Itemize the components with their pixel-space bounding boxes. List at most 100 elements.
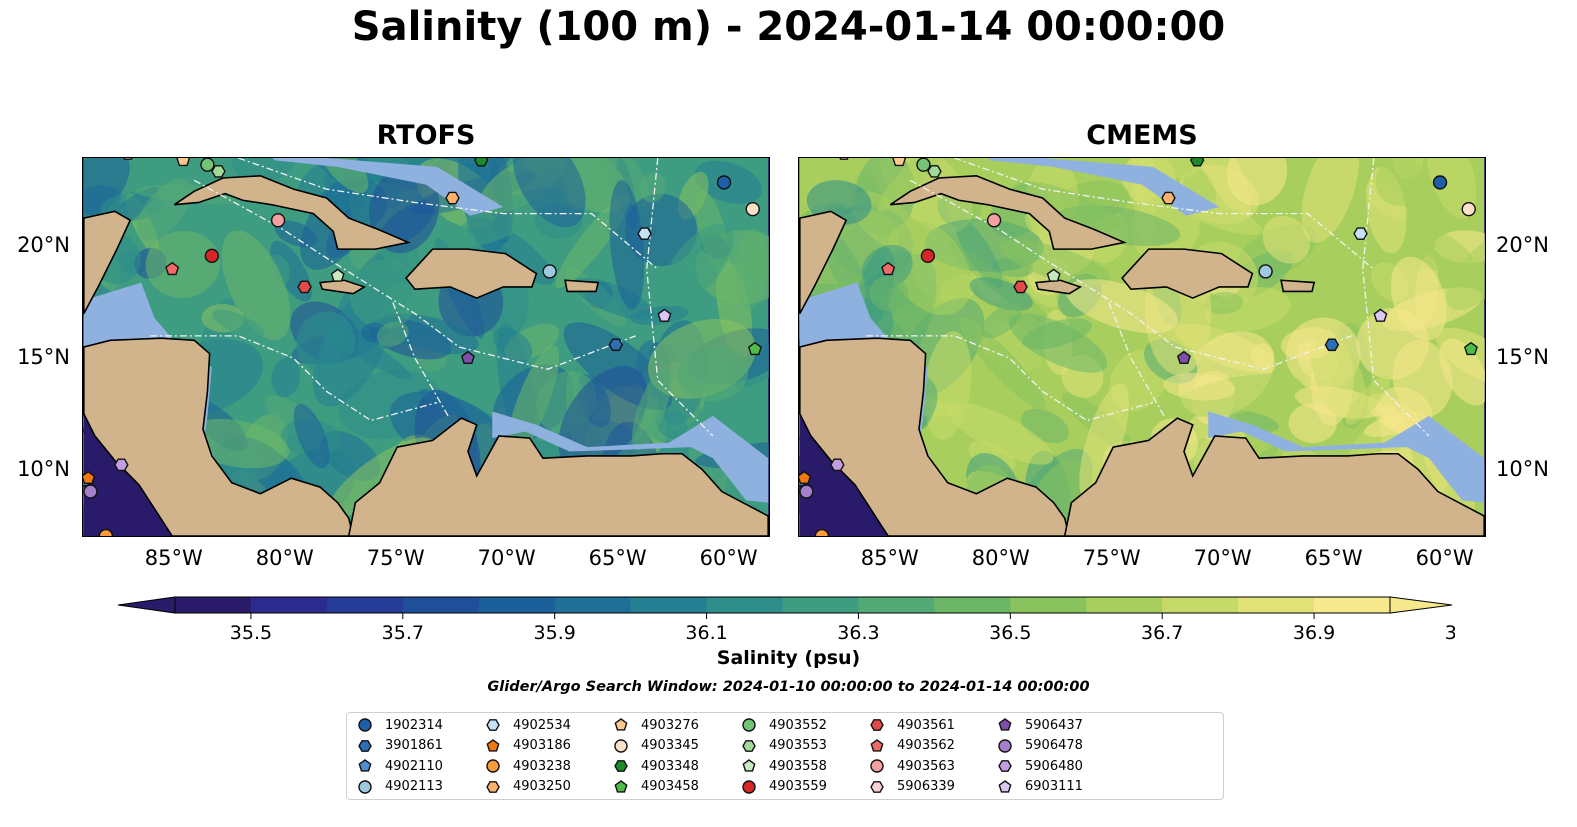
float-marker-4903458	[1463, 341, 1478, 356]
legend-marker-hexagon-icon	[998, 760, 1012, 772]
legend-label: 5906437	[1025, 717, 1083, 733]
legend-item: 4902110	[357, 758, 443, 774]
legend-item: 5906437	[997, 717, 1083, 733]
x-tick-label: 75°W	[1082, 546, 1141, 570]
float-marker-4903561	[1013, 280, 1028, 294]
float-marker-4903186	[799, 470, 812, 485]
colorbar-tick-label: 35.9	[534, 622, 576, 644]
float-marker-4903553	[927, 165, 942, 178]
legend-item: 4903552	[741, 717, 827, 733]
legend-label: 4903186	[513, 738, 571, 753]
legend-item: 4903558	[741, 758, 827, 774]
legend-marker	[486, 719, 500, 731]
float-marker-4903561	[297, 280, 312, 294]
legend-marker	[742, 718, 756, 732]
legend-marker	[614, 718, 628, 731]
x-tick-label: 60°W	[699, 546, 758, 570]
float-marker-5906437	[460, 350, 475, 365]
float-marker-4903345	[1461, 201, 1476, 217]
legend-item: 4903345	[613, 738, 699, 754]
legend-marker-circle-icon	[870, 759, 884, 773]
float-legend: 1902314 3901861 4902110 4902113 4902534 49031…	[346, 712, 1224, 800]
legend-label: 4903563	[897, 758, 955, 774]
legend-label: 4903238	[513, 758, 571, 774]
legend-label: 4903250	[513, 779, 571, 794]
colorbar-tick-label: 36.1	[685, 622, 727, 644]
float-marker-4902534	[637, 227, 652, 240]
float-marker-4903250	[445, 191, 460, 205]
legend-item: 4903561	[869, 717, 955, 733]
float-marker-5906339	[839, 158, 849, 160]
legend-marker	[742, 739, 756, 752]
legend-marker-circle-icon	[614, 738, 628, 753]
legend-item: 1902314	[357, 717, 443, 733]
legend-item: 4903562	[869, 738, 955, 754]
colorbar-tick-label: 36.3	[837, 622, 879, 644]
x-tick-label: 85°W	[144, 546, 203, 570]
float-marker-1902314	[1432, 175, 1448, 190]
legend-marker-pentagon-icon	[998, 779, 1012, 793]
x-tick-label: 70°W	[1193, 546, 1252, 570]
legend-marker	[870, 759, 884, 773]
float-marker-4903238	[98, 528, 114, 536]
float-marker-4903186	[83, 470, 96, 485]
legend-marker	[358, 718, 372, 732]
legend-marker	[358, 739, 372, 752]
legend-label: 4903458	[641, 779, 699, 794]
float-marker-4902113	[1258, 264, 1273, 279]
legend-label: 4903562	[897, 738, 955, 753]
legend-marker	[614, 738, 628, 753]
legend-marker-pentagon-icon	[358, 759, 372, 772]
float-marker-4903559	[920, 248, 936, 263]
y-tick-label-left: 15°N	[17, 345, 70, 370]
legend-label: 4902113	[385, 779, 443, 794]
legend-item: 4902534	[485, 717, 571, 733]
legend-marker	[870, 780, 884, 793]
float-marker-4903276	[892, 158, 907, 167]
float-marker-4903345	[745, 201, 760, 217]
legend-marker	[998, 760, 1012, 772]
x-tick-label: 80°W	[971, 546, 1030, 570]
legend-label: 4903559	[769, 779, 827, 794]
legend-label: 4903558	[769, 758, 827, 774]
x-tick-label: 60°W	[1415, 546, 1474, 570]
search-window-note: Glider/Argo Search Window: 2024-01-10 00…	[487, 679, 1090, 695]
legend-marker-hexagon-icon	[486, 719, 500, 731]
panel-title-rtofs: RTOFS	[376, 120, 476, 151]
legend-item: 4903559	[741, 779, 827, 795]
chart-title: Salinity (100 m) - 2024-01-14 00:00:00	[351, 4, 1226, 50]
x-tick-label: 65°W	[588, 546, 647, 570]
legend-item: 4903458	[613, 779, 699, 795]
x-tick-label: 85°W	[860, 546, 919, 570]
legend-marker-circle-icon	[742, 718, 756, 732]
legend-marker	[486, 780, 500, 793]
legend-item: 4903238	[485, 758, 571, 774]
legend-label: 4903276	[641, 717, 699, 733]
legend-marker-circle-icon	[742, 779, 756, 794]
legend-item: 5906480	[997, 758, 1083, 774]
float-marker-4903238	[814, 528, 830, 536]
float-marker-5906480	[830, 458, 845, 472]
legend-marker-circle-icon	[486, 759, 500, 773]
legend-item: 4903563	[869, 758, 955, 774]
legend-label: 4903561	[897, 717, 955, 733]
legend-item: 4902113	[357, 779, 443, 795]
legend-marker-pentagon-icon	[998, 718, 1012, 731]
legend-marker	[870, 719, 884, 731]
float-marker-3901861	[1324, 338, 1340, 352]
legend-marker	[998, 718, 1012, 731]
legend-label: 4902110	[385, 758, 443, 774]
float-marker-4903250	[1161, 191, 1176, 205]
legend-label: 6903111	[1025, 779, 1083, 794]
float-marker-4903348	[473, 158, 489, 167]
float-marker-4903552	[200, 158, 215, 172]
legend-item: 4903250	[485, 779, 571, 795]
float-marker-4903553	[211, 165, 226, 178]
float-marker-4903562	[165, 261, 180, 276]
legend-marker-pentagon-icon	[614, 718, 628, 731]
colorbar-tick-label: 36.7	[1141, 622, 1183, 644]
legend-marker-hexagon-icon	[358, 739, 372, 752]
legend-marker-circle-icon	[358, 779, 372, 794]
legend-marker	[998, 779, 1012, 793]
float-marker-4902113	[542, 264, 557, 279]
